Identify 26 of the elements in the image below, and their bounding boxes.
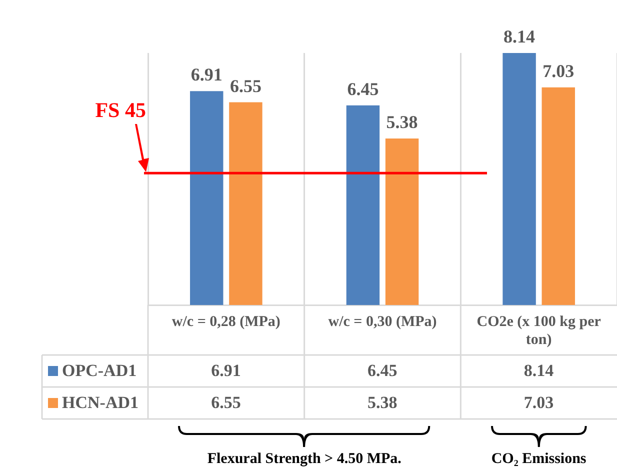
x-tick-label: w/c = 0,30 (MPa)	[328, 314, 437, 330]
text: Flexural Strength > 4.50 MPa.	[207, 451, 402, 468]
data-label: 5.38	[368, 393, 398, 413]
x-tick-label: w/c = 0,28 (MPa)	[172, 314, 280, 330]
legend-label: HCN-AD1	[62, 393, 138, 413]
bar	[346, 105, 380, 305]
bar	[542, 87, 575, 305]
annotation: 6.45	[347, 78, 379, 99]
x-tick-label: CO2e (x 100 kg per ton)	[476, 314, 602, 348]
annotation: 8.14	[504, 26, 536, 47]
annotation: 7.03	[542, 61, 574, 82]
bar	[229, 102, 262, 305]
legend-label: OPC-AD1	[62, 361, 137, 381]
annotation: 6.55	[230, 76, 262, 96]
bar	[502, 53, 536, 305]
data-label: 6.45	[368, 361, 398, 381]
data-label: 6.55	[211, 393, 241, 413]
annotation: 6.91	[190, 64, 222, 85]
ref-line-label: FS 45	[95, 98, 146, 122]
annotation: 5.38	[386, 112, 418, 132]
text: CO₂ Emissions	[491, 451, 586, 468]
data-label: 7.03	[524, 393, 554, 413]
data-label: 8.14	[524, 361, 554, 381]
bar	[190, 91, 224, 305]
bar	[385, 138, 419, 305]
data-label: 6.91	[211, 361, 241, 381]
